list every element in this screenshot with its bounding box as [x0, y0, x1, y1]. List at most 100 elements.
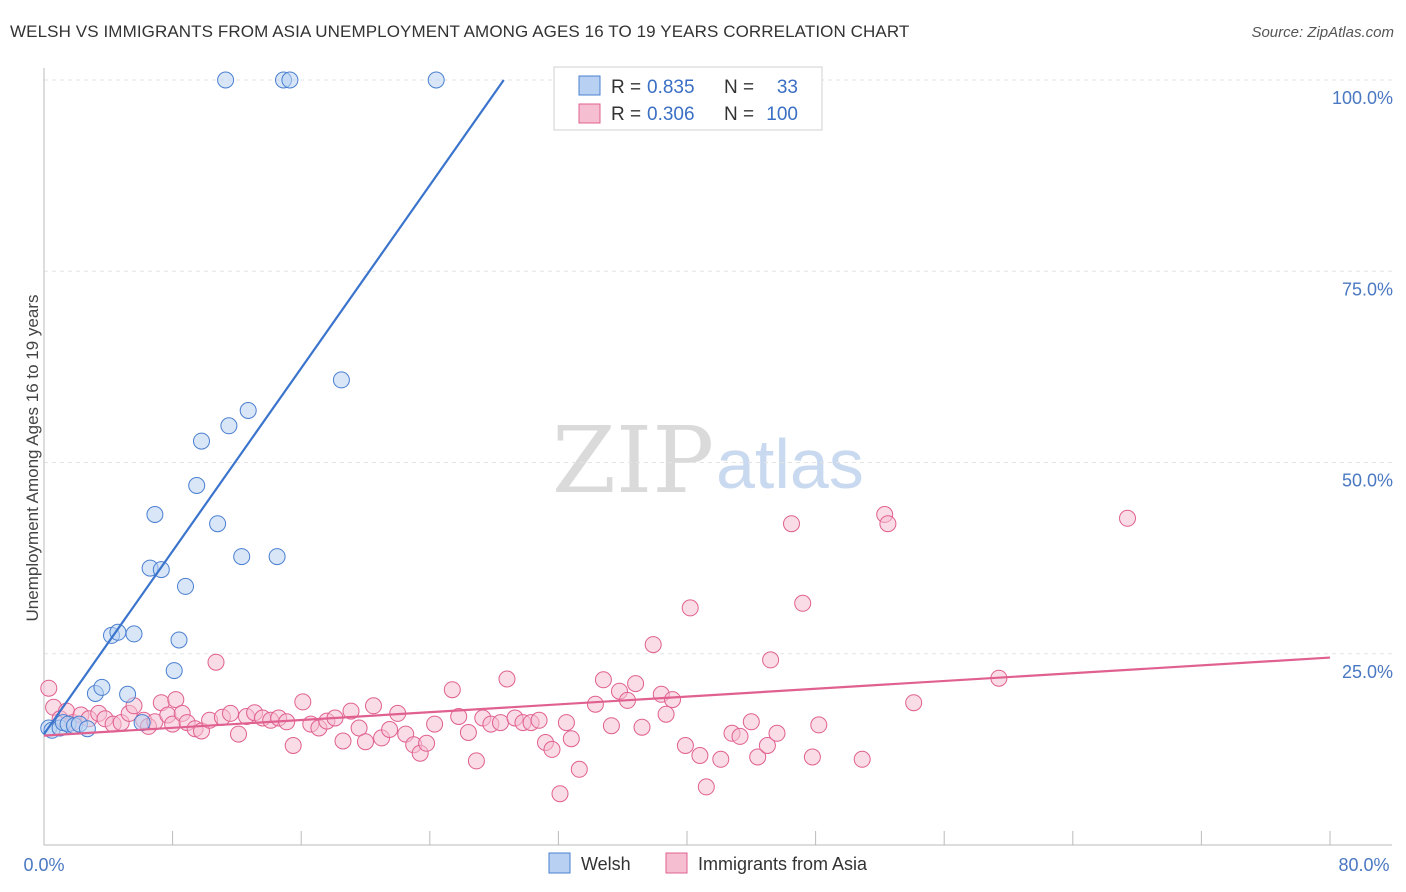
asia-point	[758, 737, 776, 754]
asia-n-value: 100	[766, 104, 798, 125]
asia-point	[365, 697, 382, 715]
asia-point	[350, 719, 368, 737]
asia-point	[342, 702, 360, 720]
welsh-point	[233, 548, 251, 566]
welsh-r-value: 0.835	[647, 77, 695, 98]
y-tick-label: 50.0%	[1342, 471, 1393, 491]
asia-point	[905, 694, 923, 712]
chart-title: WELSH VS IMMIGRANTS FROM ASIA UNEMPLOYME…	[10, 22, 910, 41]
asia-point	[450, 708, 468, 725]
welsh-series	[40, 71, 445, 739]
bottom-legend: Welsh Immigrants from Asia	[548, 852, 868, 874]
asia-point	[879, 515, 897, 533]
asia-point	[810, 716, 828, 734]
asia-point	[543, 740, 561, 758]
asia-point	[594, 671, 612, 689]
asia-point	[557, 714, 575, 732]
asia-point	[742, 713, 760, 731]
asia-point	[644, 636, 662, 654]
welsh-point	[217, 71, 235, 89]
watermark-atlas: atlas	[716, 425, 864, 503]
asia-point	[426, 715, 444, 733]
gridlines	[44, 79, 1392, 655]
welsh-point	[125, 625, 143, 643]
asia-point	[467, 752, 485, 770]
asia-point	[530, 711, 548, 729]
welsh-point	[93, 678, 111, 696]
asia-n-label: N =	[724, 104, 754, 125]
welsh-trendline	[43, 79, 505, 735]
welsh-point	[332, 371, 350, 389]
stats-legend: R = 0.835 N = 33 R = 0.306 N = 100	[553, 66, 823, 131]
welsh-point	[177, 577, 194, 595]
asia-point	[551, 785, 569, 803]
welsh-point	[133, 714, 151, 732]
asia-point	[853, 750, 871, 768]
asia-point	[586, 695, 604, 713]
legend-asia-swatch	[665, 852, 688, 874]
legend-asia-label: Immigrants from Asia	[698, 854, 868, 874]
asia-point	[357, 733, 374, 751]
welsh-r-label: R =	[611, 77, 641, 98]
welsh-n-label: N =	[724, 77, 754, 98]
y-tick-labels: 25.0% 50.0% 75.0% 100.0%	[1332, 88, 1393, 682]
watermark-zip: ZIP	[552, 407, 714, 514]
asia-point	[712, 750, 730, 768]
y-tick-label: 25.0%	[1342, 662, 1393, 682]
x-tick-label-min: 0.0%	[23, 855, 64, 875]
asia-swatch	[578, 103, 601, 124]
asia-point	[731, 727, 749, 745]
asia-point	[794, 594, 812, 612]
welsh-point	[209, 515, 227, 533]
asia-point	[681, 599, 699, 617]
asia-point	[783, 515, 800, 533]
asia-point	[633, 718, 651, 736]
chart-source: Source: ZipAtlas.com	[1251, 24, 1394, 41]
welsh-point	[268, 548, 286, 566]
asia-point	[222, 704, 239, 722]
legend-welsh-swatch	[548, 852, 571, 874]
welsh-point	[170, 631, 188, 649]
y-tick-label: 75.0%	[1342, 279, 1393, 299]
x-ticks	[43, 831, 1331, 845]
asia-point	[697, 778, 715, 796]
asia-point	[762, 651, 780, 669]
asia-point	[570, 760, 588, 778]
asia-point	[381, 721, 399, 738]
asia-point	[749, 748, 767, 766]
asia-point	[1119, 509, 1136, 527]
asia-point	[418, 734, 436, 752]
asia-point	[230, 725, 247, 743]
asia-point	[443, 681, 461, 699]
y-tick-label: 100.0%	[1332, 88, 1393, 108]
welsh-n-value: 33	[777, 77, 798, 98]
asia-point	[284, 737, 302, 754]
y-axis-title: Unemployment Among Ages 16 to 19 years	[23, 295, 42, 622]
asia-point	[562, 730, 580, 748]
x-tick-label-max: 80.0%	[1338, 855, 1389, 875]
asia-point	[691, 747, 709, 764]
asia-point	[627, 675, 645, 693]
asia-point	[803, 748, 821, 766]
asia-r-label: R =	[611, 104, 641, 125]
asia-r-value: 0.306	[647, 104, 695, 125]
asia-point	[498, 670, 516, 688]
asia-point	[167, 691, 185, 709]
welsh-point	[188, 477, 206, 494]
welsh-point	[193, 432, 210, 450]
asia-point	[294, 693, 312, 711]
welsh-point	[119, 685, 137, 703]
asia-point	[676, 737, 694, 754]
welsh-point	[239, 402, 257, 419]
welsh-point	[427, 71, 445, 89]
asia-point	[459, 724, 477, 741]
asia-point	[657, 705, 675, 723]
asia-trendline	[43, 656, 1331, 737]
welsh-swatch	[578, 75, 601, 96]
asia-point	[40, 679, 58, 697]
asia-point	[492, 714, 509, 732]
welsh-point	[165, 662, 183, 680]
legend-welsh-label: Welsh	[581, 854, 631, 874]
asia-point	[207, 653, 225, 671]
